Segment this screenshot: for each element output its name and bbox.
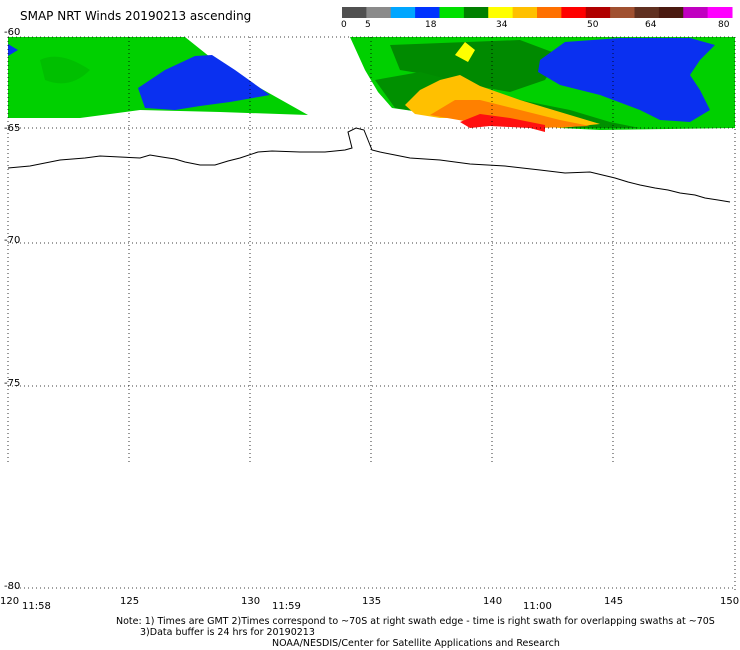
colorbar-segment (537, 7, 562, 18)
map-grid (7, 36, 736, 590)
lon-label: 140 (483, 596, 503, 607)
wind-swath-right (350, 37, 735, 132)
lat-label: -75 (4, 378, 21, 389)
lon-label: 145 (604, 596, 624, 607)
colorbar-tick-label: 18 (425, 20, 437, 30)
colorbar-segment (683, 7, 709, 18)
colorbar (342, 7, 733, 18)
colorbar-tick-label: 64 (645, 20, 657, 30)
colorbar-segment (634, 7, 660, 18)
colorbar-segment (415, 7, 441, 18)
colorbar-segment (585, 7, 611, 18)
colorbar-tick-label: 34 (496, 20, 508, 30)
colorbar-segment (707, 7, 733, 18)
colorbar-segment (488, 7, 514, 18)
colorbar-tick-label: 50 (587, 20, 599, 30)
lat-label: -65 (4, 123, 21, 134)
swath-time-label: 11:58 (22, 601, 51, 612)
colorbar-tick-label: 0 (341, 20, 347, 30)
colorbar-segment (366, 7, 392, 18)
note-line-1: Note: 1) Times are GMT 2)Times correspon… (116, 616, 715, 627)
colorbar-segment (390, 7, 416, 18)
lon-label: 130 (241, 596, 261, 607)
lon-label: 120 (0, 596, 20, 607)
lon-label: 125 (120, 596, 140, 607)
coastline (7, 127, 731, 203)
lat-label: -80 (4, 581, 21, 592)
wind-swath-left (8, 37, 308, 118)
colorbar-segment (342, 7, 367, 18)
map-title: SMAP NRT Winds 20190213 ascending (20, 9, 252, 23)
lon-label: 135 (362, 596, 382, 607)
lat-label: -70 (4, 235, 21, 246)
colorbar-segment (512, 7, 538, 18)
note-line-2: 3)Data buffer is 24 hrs for 20190213 (140, 627, 315, 638)
note-line-3: NOAA/NESDIS/Center for Satellite Applica… (272, 638, 560, 649)
colorbar-segment (463, 7, 489, 18)
colorbar-segment (561, 7, 587, 18)
colorbar-tick-label: 5 (365, 20, 371, 30)
colorbar-segment (439, 7, 465, 18)
lat-label: -60 (4, 27, 21, 38)
lon-label: 150 (720, 596, 740, 607)
colorbar-segment (658, 7, 684, 18)
colorbar-segment (610, 7, 636, 18)
swath-time-label: 11:59 (272, 601, 301, 612)
swath-time-label: 11:00 (523, 601, 552, 612)
colorbar-tick-label: 80 (718, 20, 730, 30)
